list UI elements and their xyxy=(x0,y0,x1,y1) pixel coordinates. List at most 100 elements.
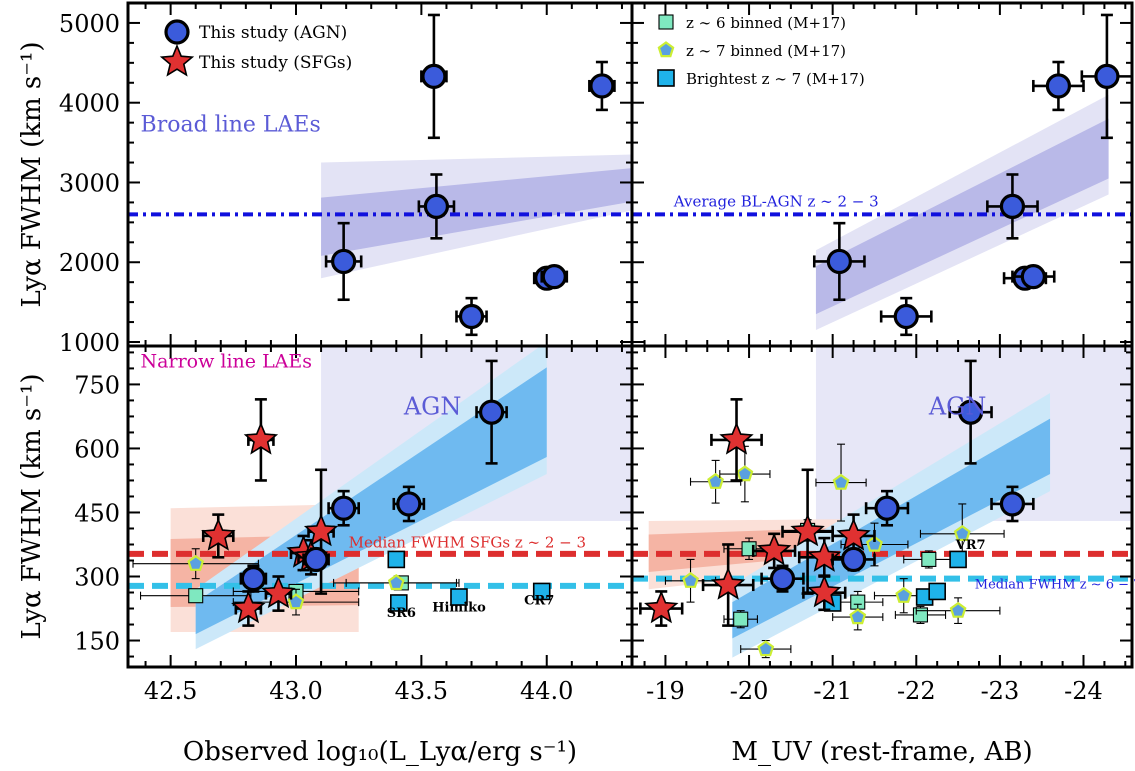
legend-marker-star xyxy=(159,43,195,77)
data-point-square xyxy=(390,594,408,612)
legend-marker-pentagon xyxy=(657,41,675,58)
legend-label: z ∼ 6 binned (M+17) xyxy=(686,14,846,32)
x-axis-title: M_UV (rest-frame, AB) xyxy=(731,737,1032,767)
data-point-pentagon xyxy=(832,473,850,490)
data-point-square-small xyxy=(188,588,204,604)
x-tick-label: 43.0 xyxy=(269,677,322,705)
legend-label: This study (AGN) xyxy=(199,23,347,43)
data-point-pentagon xyxy=(187,554,205,571)
frame-layer xyxy=(126,1,1134,669)
data-point-square-small xyxy=(921,551,937,567)
panel-frame xyxy=(630,344,1134,669)
x-tick-label: -21 xyxy=(813,677,852,705)
data-point-pentagon xyxy=(849,608,867,625)
data-point-circle xyxy=(1094,63,1120,89)
panel-top-right xyxy=(632,13,1132,337)
y-tick-label: 750 xyxy=(74,371,120,399)
data-point-circle xyxy=(396,491,422,517)
legend-label: This study (SFGs) xyxy=(199,53,352,73)
y-axis-title: Lyα FWHM (km s⁻¹) xyxy=(17,373,47,639)
data-point-circle xyxy=(303,546,329,573)
data-point-circle xyxy=(893,303,919,330)
y-tick-label: 600 xyxy=(74,435,120,463)
data-point-circle xyxy=(769,566,796,592)
text-layer: Broad line LAEs 1000 2000 3000 4000 5000 Lyα F… xyxy=(17,10,1135,767)
data-point-pentagon xyxy=(707,472,724,489)
data-point-pentagon xyxy=(757,640,775,657)
legend-label: z ∼ 7 binned (M+17) xyxy=(686,42,846,60)
x-tick-label: -24 xyxy=(1064,677,1103,705)
data-point-square xyxy=(928,582,946,601)
annotation: AGN xyxy=(403,392,462,420)
broad-band-inner xyxy=(321,168,632,256)
data-point-square xyxy=(949,550,967,569)
data-point-circle xyxy=(331,495,357,521)
data-point-pentagon xyxy=(866,535,883,552)
x-tick-label: -22 xyxy=(897,677,936,705)
data-point-circle xyxy=(840,546,867,573)
data-point-star xyxy=(261,575,296,609)
annotation: Himiko xyxy=(432,601,486,616)
data-point-square xyxy=(450,588,468,606)
data-point-circle xyxy=(331,248,357,275)
x-axis-title: Observed log₁₀(L_Lyα/erg s⁻¹) xyxy=(183,737,577,767)
data-point-star xyxy=(243,421,279,455)
data-point-star xyxy=(231,590,266,624)
data-point-star xyxy=(756,532,792,566)
x-tick-label: -23 xyxy=(981,677,1020,705)
y-axis-title: Lyα FWHM (km s⁻¹) xyxy=(17,41,47,307)
annotation: Broad line LAEs xyxy=(141,112,321,137)
agn-band-inner xyxy=(195,367,547,635)
agn-band-inner xyxy=(732,418,1051,639)
legend-marker-square xyxy=(657,69,675,87)
data-point-circle xyxy=(541,264,567,290)
y-tick-label: 300 xyxy=(74,564,120,592)
annotation: Median FWHM z ∼ 6 − 7 xyxy=(975,577,1135,592)
data-point-star xyxy=(790,513,825,547)
data-point-star xyxy=(719,421,754,455)
data-point-circle xyxy=(826,248,852,275)
data-point-star xyxy=(807,574,842,608)
data-point-circle xyxy=(999,193,1026,220)
data-point-circle xyxy=(874,495,900,521)
data-point-circle xyxy=(589,73,615,99)
data-point-circle xyxy=(421,63,447,89)
data-point-circle xyxy=(1045,73,1072,99)
data-point-pentagon xyxy=(682,571,700,588)
data-point-square-small xyxy=(912,607,929,623)
plot-layer xyxy=(128,13,1132,659)
annotation: AGN xyxy=(928,392,987,420)
legend-marker-square-small xyxy=(658,14,674,30)
data-point-star xyxy=(303,513,339,547)
annotation: Median FWHM SFGs z ∼ 2 − 3 xyxy=(349,533,586,551)
x-tick-label: 42.5 xyxy=(144,677,197,705)
x-tick-label: -20 xyxy=(730,677,769,705)
y-tick-label: 4000 xyxy=(59,90,120,118)
data-point-pentagon xyxy=(736,465,754,482)
data-point-circle xyxy=(958,399,984,425)
y-tick-label: 3000 xyxy=(59,169,120,197)
x-tick-label: 43.5 xyxy=(395,677,448,705)
data-point-circle xyxy=(999,491,1026,517)
y-tick-label: 450 xyxy=(74,499,120,527)
legend-marker-circle xyxy=(164,19,190,45)
data-point-pentagon xyxy=(953,524,971,542)
annotation: Average BL-AGN z ∼ 2 − 3 xyxy=(673,192,879,210)
annotation: SR6 xyxy=(387,606,416,621)
data-point-square xyxy=(532,582,551,601)
data-point-circle xyxy=(240,566,266,592)
annotation: CR7 xyxy=(524,593,554,608)
data-point-star xyxy=(710,566,746,600)
x-tick-label: -19 xyxy=(646,677,685,705)
data-point-pentagon xyxy=(949,601,967,618)
y-tick-label: 5000 xyxy=(59,10,120,38)
data-point-square-small xyxy=(733,611,749,627)
data-point-pentagon xyxy=(895,586,913,603)
data-point-circle xyxy=(1020,264,1046,290)
panel-bottom-right xyxy=(632,346,1132,659)
data-point-circle xyxy=(478,399,505,425)
data-point-star xyxy=(836,517,871,551)
data-point-star xyxy=(644,590,679,624)
annotation: Narrow line LAEs xyxy=(141,350,312,372)
